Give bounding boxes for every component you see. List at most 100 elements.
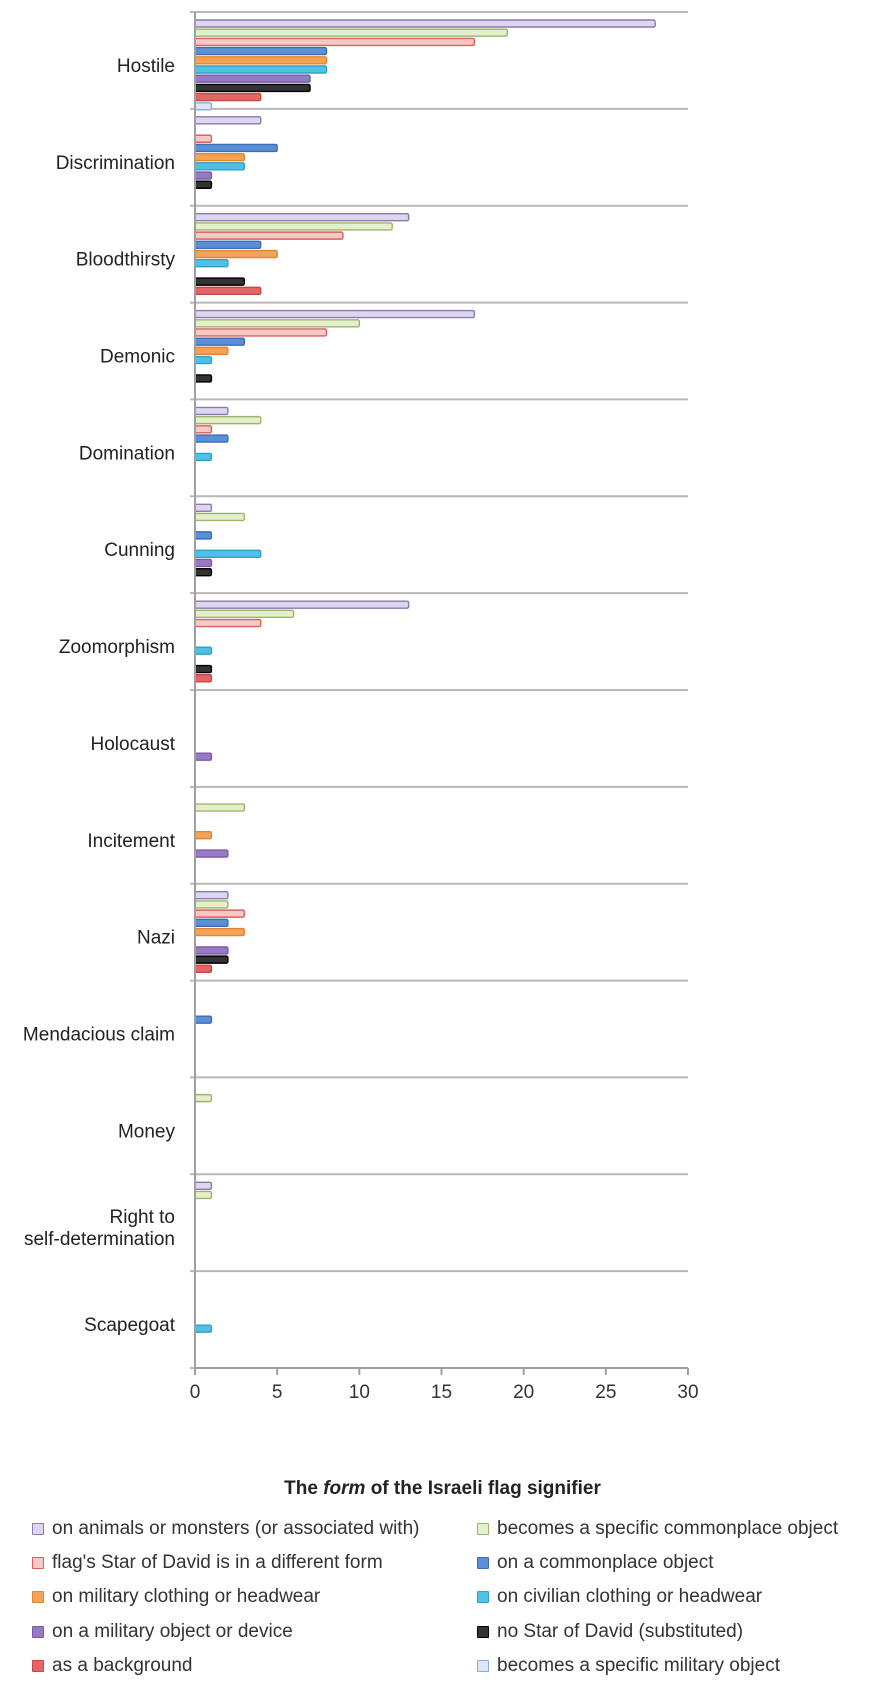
bar [194, 37, 476, 47]
legend-swatch [32, 1626, 44, 1638]
category-group-discrimination [194, 116, 278, 189]
legend: on animals or monsters (or associated wi… [0, 1518, 885, 1688]
bar [194, 134, 213, 143]
legend-label: becomes a specific military object [497, 1655, 780, 1676]
category-label: Hostile [117, 56, 175, 77]
category-group-scapegoat [194, 1324, 213, 1333]
bar [194, 549, 262, 558]
legend-swatch [477, 1557, 489, 1569]
legend-swatch [477, 1523, 489, 1535]
bar [194, 162, 245, 171]
bar [194, 452, 213, 462]
legend-swatch [32, 1591, 44, 1603]
category-label: Cunning [104, 540, 175, 561]
bar [194, 503, 213, 512]
bar [194, 328, 328, 337]
category-group-right-to-self-determination [194, 1181, 213, 1200]
bar [194, 309, 476, 319]
bar [194, 180, 213, 189]
x-axis-title-emphasis: form [323, 1478, 366, 1499]
legend-swatch [477, 1626, 489, 1638]
bar [194, 618, 262, 628]
bar [194, 1181, 213, 1190]
category-label: Zoomorphism [59, 637, 175, 658]
legend-item: becomes a specific military object [477, 1655, 780, 1677]
bar [194, 102, 213, 111]
legend-item: becomes a specific commonplace object [477, 1518, 838, 1540]
bar [194, 222, 393, 231]
bar [194, 512, 245, 522]
bar [194, 946, 229, 955]
legend-label: on civilian clothing or headwear [497, 1586, 763, 1607]
category-group-bloodthirsty [194, 213, 410, 296]
category-label: Money [118, 1121, 176, 1142]
bar [194, 909, 245, 918]
legend-swatch [477, 1591, 489, 1603]
category-label: Demonic [100, 346, 175, 367]
category-label: Scapegoat [84, 1315, 176, 1336]
bar [194, 92, 262, 102]
bar [194, 964, 213, 974]
x-tick-label: 10 [349, 1382, 370, 1403]
bar [194, 425, 213, 434]
bar [194, 531, 213, 540]
bar [194, 664, 213, 674]
bar [194, 415, 262, 425]
legend-item: as a background [32, 1655, 193, 1677]
legend-item: no Star of David (substituted) [477, 1621, 743, 1643]
bar [194, 337, 245, 346]
bars [194, 19, 656, 1333]
x-tick-label: 5 [272, 1382, 283, 1403]
legend-item: on military clothing or headwear [32, 1586, 320, 1608]
bar [194, 355, 213, 365]
legend-item: on a military object or device [32, 1621, 293, 1643]
x-tick-label: 15 [431, 1382, 452, 1403]
bar [194, 56, 328, 65]
bar [194, 74, 311, 83]
legend-swatch [32, 1557, 44, 1569]
bar [194, 277, 245, 286]
bar [194, 346, 229, 356]
bar [194, 891, 229, 900]
bar [194, 171, 213, 180]
x-tick-label: 25 [595, 1382, 616, 1403]
bar [194, 249, 278, 259]
bar [194, 609, 295, 619]
legend-item: on a commonplace object [477, 1552, 714, 1574]
legend-item: flag's Star of David is in a different f… [32, 1552, 383, 1574]
bar [194, 319, 361, 328]
category-group-demonic [194, 309, 476, 383]
legend-label: as a background [52, 1655, 193, 1676]
bar [194, 28, 508, 37]
bar [194, 231, 344, 240]
bar [194, 646, 213, 655]
x-axis-title-prefix: The [284, 1478, 324, 1499]
bar [194, 143, 278, 153]
x-tick-label: 30 [677, 1382, 698, 1403]
category-label: Domination [79, 443, 175, 464]
bar [194, 955, 229, 964]
bar [194, 918, 229, 928]
bar [194, 286, 262, 296]
x-axis-ticks: 0 5 10 15 20 25 30 [190, 1368, 699, 1403]
legend-label: on a military object or device [52, 1621, 293, 1642]
bar [194, 567, 213, 577]
category-group-holocaust [194, 752, 213, 761]
bar-chart: 0 5 10 15 20 25 30 Hostile Discrimination Bloodth… [23, 11, 699, 1403]
bar [194, 19, 656, 28]
legend-label: on a commonplace object [497, 1552, 714, 1573]
category-labels: Hostile Discrimination Bloodthirsty Demonic… [23, 56, 176, 1336]
category-group-mendacious-claim [194, 1015, 213, 1024]
bar [194, 1190, 213, 1200]
legend-label: flag's Star of David is in a different f… [52, 1552, 383, 1573]
category-label: Mendacious claim [23, 1024, 175, 1045]
category-label: Bloodthirsty [76, 250, 176, 271]
category-label: Discrimination [56, 153, 175, 174]
bar [194, 830, 213, 840]
category-label: Incitement [87, 831, 175, 852]
bar [194, 752, 213, 761]
legend-label: on military clothing or headwear [52, 1586, 321, 1607]
bar [194, 434, 229, 443]
category-group-zoomorphism [194, 600, 410, 683]
bar [194, 1324, 213, 1333]
